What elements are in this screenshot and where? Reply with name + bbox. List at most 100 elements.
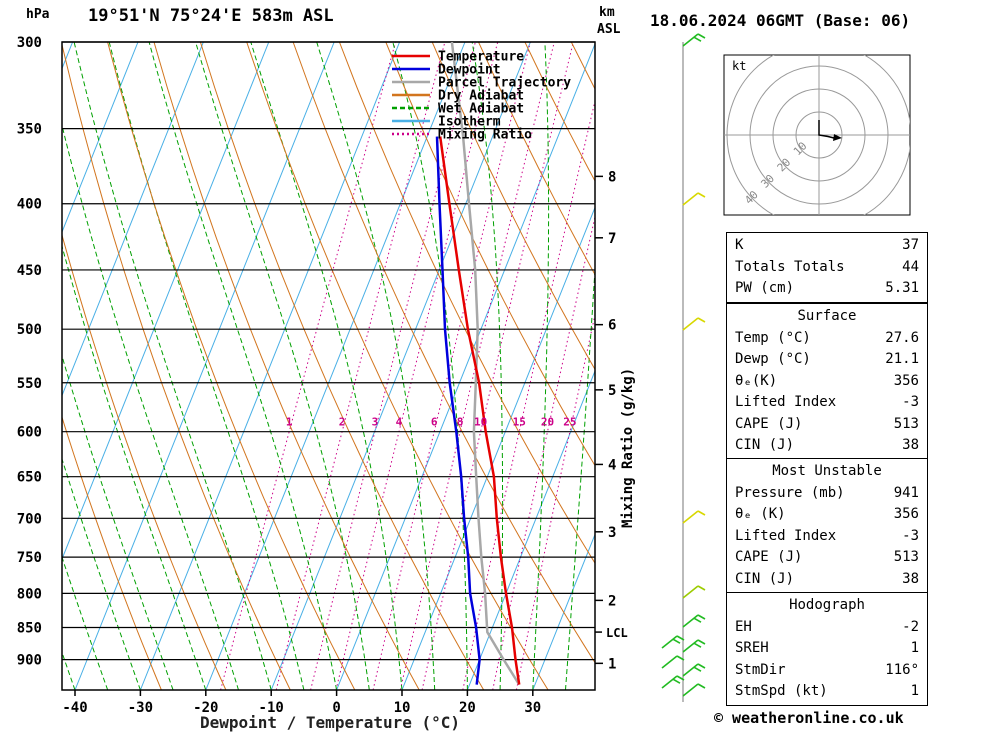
- svg-text:4: 4: [396, 416, 403, 429]
- table-row-value: 116°: [885, 661, 919, 678]
- table-row: PW (cm) 5.31: [727, 278, 927, 300]
- table-row: CIN (J) 38: [727, 569, 927, 591]
- table-row-label: Totals Totals: [735, 258, 845, 275]
- legend-label: Wet Adiabat: [438, 102, 524, 117]
- legend-label: Dewpoint: [438, 63, 501, 78]
- svg-text:1: 1: [286, 416, 293, 429]
- table-row: Lifted Index -3: [727, 392, 927, 414]
- svg-text:-30: -30: [128, 700, 153, 716]
- svg-text:6: 6: [431, 416, 438, 429]
- table-row-label: StmDir: [735, 661, 786, 678]
- wind-barb: [661, 635, 685, 649]
- svg-text:300: 300: [17, 35, 42, 51]
- legend-label: Temperature: [438, 50, 524, 65]
- table-row-label: Pressure (mb): [735, 484, 845, 501]
- table-row-value: 356: [893, 506, 919, 522]
- svg-text:5: 5: [608, 383, 616, 399]
- table-row-value: 44: [902, 258, 919, 275]
- legend-label: Mixing Ratio: [438, 128, 532, 143]
- km-axis-unit-label: km: [599, 5, 615, 20]
- table-row-value: -3: [902, 394, 919, 410]
- svg-text:550: 550: [17, 376, 42, 392]
- legend-item-dewpoint: Dewpoint: [392, 63, 501, 78]
- table-title: Most Unstable: [772, 463, 882, 479]
- svg-text:900: 900: [17, 653, 42, 669]
- legend-label: Dry Adiabat: [438, 89, 524, 104]
- wind-barb: [682, 585, 706, 599]
- hodograph-unit-label: kt: [732, 59, 746, 73]
- plot-background: [62, 42, 595, 690]
- legend-label: Parcel Trajectory: [438, 76, 571, 91]
- svg-text:3: 3: [372, 416, 379, 429]
- svg-text:500: 500: [17, 322, 42, 338]
- right-axis-title: Mixing Ratio (g/kg): [620, 368, 636, 528]
- table-row-value: 38: [902, 437, 919, 453]
- table-row: θₑ (K) 356: [727, 504, 927, 526]
- svg-text:0: 0: [332, 700, 340, 716]
- copyright: © weatheronline.co.uk: [714, 709, 904, 727]
- table-row-value: 5.31: [885, 280, 919, 296]
- wind-barb-column: [661, 33, 706, 702]
- svg-text:850: 850: [17, 620, 42, 636]
- table-row-label: CAPE (J): [735, 549, 803, 565]
- table-row-value: -2: [902, 618, 919, 635]
- storm-motion-arrow: [833, 134, 842, 141]
- table-row: StmDir 116°: [727, 660, 927, 682]
- table-row-value: 513: [893, 415, 919, 432]
- parcel-trajectory-line: [450, 42, 521, 686]
- svg-text:2: 2: [339, 416, 346, 429]
- wind-barb: [682, 192, 706, 206]
- table-row-label: PW (cm): [735, 280, 795, 296]
- station-title: 19°51'N 75°24'E 583m ASL: [88, 6, 334, 26]
- table-row-value: 513: [893, 549, 919, 565]
- km-axis: 1 2 3 4 5 6 7 8 LCL: [595, 169, 628, 672]
- mixing-ratio-lines: [220, 42, 595, 690]
- table-row: StmSpd (kt) 1: [727, 681, 927, 703]
- table-row-value: 941: [893, 484, 919, 501]
- hodograph-trace: [818, 120, 835, 139]
- svg-text:450: 450: [17, 263, 42, 279]
- table-row: CIN (J) 38: [727, 435, 927, 457]
- x-axis-title: Dewpoint / Temperature (°C): [200, 713, 460, 732]
- wind-barb: [661, 675, 685, 689]
- legend-item-temperature: Temperature: [392, 50, 524, 65]
- wind-barb: [682, 614, 706, 628]
- svg-text:700: 700: [17, 511, 42, 527]
- wind-barb: [682, 663, 706, 677]
- svg-text:8: 8: [457, 416, 464, 429]
- table-row-value: 21.1: [885, 351, 919, 367]
- skewt-plot: 1 2 3 4 6 8 10 15 20 25TemperatureDewpointParcel …: [17, 33, 706, 732]
- wet-adiabat-lines: [62, 42, 595, 690]
- wind-barb: [682, 33, 706, 47]
- table-row-label: Dewp (°C): [735, 351, 811, 367]
- table-row: CAPE (J) 513: [727, 547, 927, 569]
- svg-text:650: 650: [17, 470, 42, 486]
- pressure-axis-labels: 300 350 400 450 500 550 600 650 700 750 800 850 900: [17, 35, 42, 669]
- table-row: θₑ(K) 356: [727, 371, 927, 393]
- table-row: SREH 1: [727, 638, 927, 660]
- table-row-value: 1: [910, 640, 919, 656]
- table-row-label: SREH: [735, 640, 769, 656]
- lcl-label: LCL: [606, 626, 628, 640]
- table-row: Pressure (mb) 941: [727, 483, 927, 505]
- svg-text:10: 10: [474, 416, 487, 429]
- legend-item-parcel-trajectory: Parcel Trajectory: [392, 76, 571, 91]
- svg-text:7: 7: [608, 231, 616, 247]
- table-most-unstable: Most Unstable Pressure (mb) 941 θₑ (K) 356 Li…: [726, 458, 928, 593]
- wind-barb: [682, 683, 706, 697]
- svg-text:3: 3: [608, 525, 616, 541]
- svg-text:15: 15: [513, 416, 526, 429]
- svg-text:750: 750: [17, 550, 42, 566]
- table-row-value: 38: [902, 570, 919, 587]
- table-row-value: 1: [910, 683, 919, 699]
- table-surface: Surface Temp (°C) 27.6 Dewp (°C) 21.1 θₑ(K) 35…: [726, 303, 928, 460]
- table-row: Temp (°C) 27.6: [727, 328, 927, 350]
- svg-text:-10: -10: [259, 700, 284, 716]
- legend-item-wet-adiabat: Wet Adiabat: [392, 102, 524, 117]
- asl-axis-unit-label: ASL: [597, 22, 621, 37]
- table-row-label: K: [735, 237, 744, 253]
- table-row-label: Lifted Index: [735, 394, 837, 410]
- legend-item-mixing-ratio: Mixing Ratio: [392, 128, 532, 143]
